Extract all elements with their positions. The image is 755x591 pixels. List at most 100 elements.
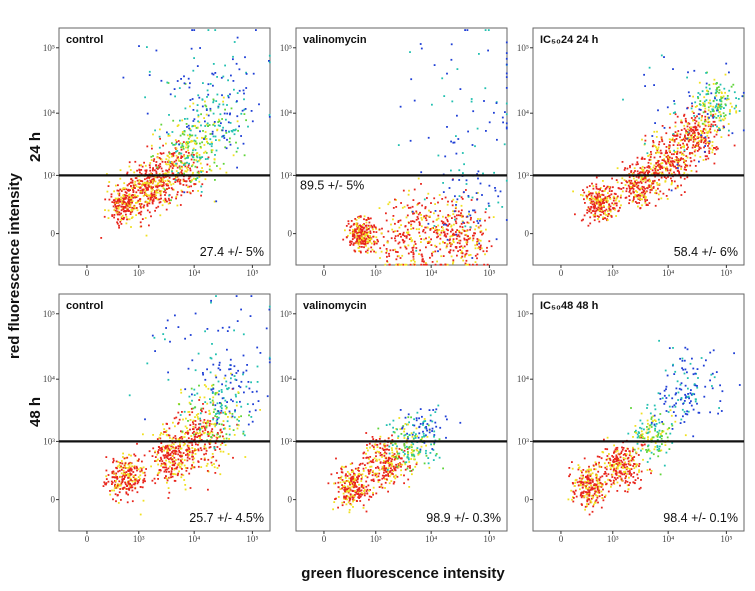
event-dot — [642, 191, 645, 194]
event-dot — [359, 231, 362, 234]
event-dot — [650, 189, 653, 191]
event-dot — [447, 229, 449, 232]
event-dot — [199, 419, 202, 422]
event-dot — [180, 155, 183, 158]
event-dot — [713, 129, 716, 132]
event-dot — [134, 474, 137, 476]
event-dot — [152, 186, 155, 189]
event-dot — [187, 137, 190, 140]
event-dot — [129, 467, 132, 470]
event-dot — [189, 129, 192, 132]
event-dot — [222, 75, 225, 78]
event-dot — [214, 425, 216, 428]
event-dot — [171, 142, 173, 145]
event-dot — [428, 209, 430, 212]
event-dot — [171, 172, 174, 174]
event-dot — [210, 169, 213, 172]
event-dot — [218, 361, 221, 364]
event-dot — [611, 190, 613, 192]
event-dot — [432, 251, 435, 253]
event-dot — [360, 233, 363, 236]
event-dot — [208, 446, 211, 449]
event-dot — [243, 154, 246, 157]
event-dot — [719, 119, 722, 122]
event-dot — [674, 121, 677, 124]
event-dot — [252, 403, 254, 406]
event-dot — [620, 194, 622, 197]
event-dot — [597, 209, 600, 212]
event-dot — [694, 149, 697, 151]
event-dot — [352, 481, 355, 483]
event-dot — [353, 222, 356, 225]
event-dot — [442, 215, 444, 218]
event-dot — [484, 253, 486, 256]
event-dot — [456, 198, 459, 201]
event-dot — [206, 470, 209, 472]
event-dot — [197, 460, 200, 463]
event-dot — [474, 254, 477, 257]
event-dot — [167, 171, 170, 174]
event-dot — [478, 53, 480, 55]
event-dot — [140, 206, 142, 209]
event-dot — [204, 150, 207, 153]
event-dot — [245, 71, 247, 74]
event-dot — [178, 470, 180, 473]
event-dot — [402, 239, 404, 242]
event-dot — [415, 463, 418, 466]
event-dot — [142, 188, 145, 191]
event-dot — [460, 232, 463, 235]
event-dot — [720, 91, 723, 94]
event-dot — [210, 299, 212, 302]
event-dot — [686, 156, 689, 159]
event-dot — [146, 362, 149, 365]
event-dot — [212, 411, 215, 413]
event-dot — [679, 139, 682, 142]
event-dot — [120, 465, 122, 468]
event-dot — [650, 187, 653, 190]
event-dot — [465, 183, 468, 185]
event-dot — [192, 149, 194, 152]
event-dot — [192, 161, 195, 164]
event-dot — [592, 214, 595, 216]
event-dot — [385, 474, 388, 477]
panel-title: control — [66, 34, 103, 46]
event-dot — [229, 137, 231, 140]
event-dot — [361, 473, 364, 476]
event-dot — [672, 112, 675, 114]
event-dot — [384, 481, 387, 484]
event-dot — [212, 112, 215, 115]
event-dot — [230, 74, 232, 77]
event-dot — [358, 246, 360, 249]
event-dot — [429, 241, 431, 243]
percentage-label: 58.4 +/- 6% — [674, 245, 738, 259]
event-dot — [157, 446, 160, 448]
event-dot — [138, 183, 141, 185]
event-dot — [648, 153, 651, 156]
event-dot — [698, 160, 700, 163]
event-dot — [465, 263, 468, 266]
event-dot — [197, 448, 200, 451]
event-dot — [382, 236, 385, 238]
event-dot — [691, 146, 694, 149]
event-dot — [702, 130, 704, 133]
event-dot — [413, 244, 415, 247]
event-dot — [133, 205, 135, 208]
event-dot — [187, 446, 190, 449]
event-dot — [160, 123, 163, 126]
event-dot — [165, 459, 167, 462]
event-dot — [184, 425, 187, 428]
event-dot — [220, 391, 223, 393]
event-dot — [174, 462, 177, 465]
event-dot — [439, 248, 442, 251]
event-dot — [139, 467, 142, 469]
event-dot — [166, 445, 169, 448]
event-dot — [350, 220, 353, 222]
event-dot — [340, 475, 343, 478]
event-dot — [435, 226, 438, 228]
event-dot — [113, 199, 116, 202]
event-dot — [215, 295, 217, 297]
event-dot — [135, 202, 137, 204]
event-dot — [170, 444, 173, 447]
event-dot — [409, 465, 411, 467]
event-dot — [738, 110, 741, 112]
